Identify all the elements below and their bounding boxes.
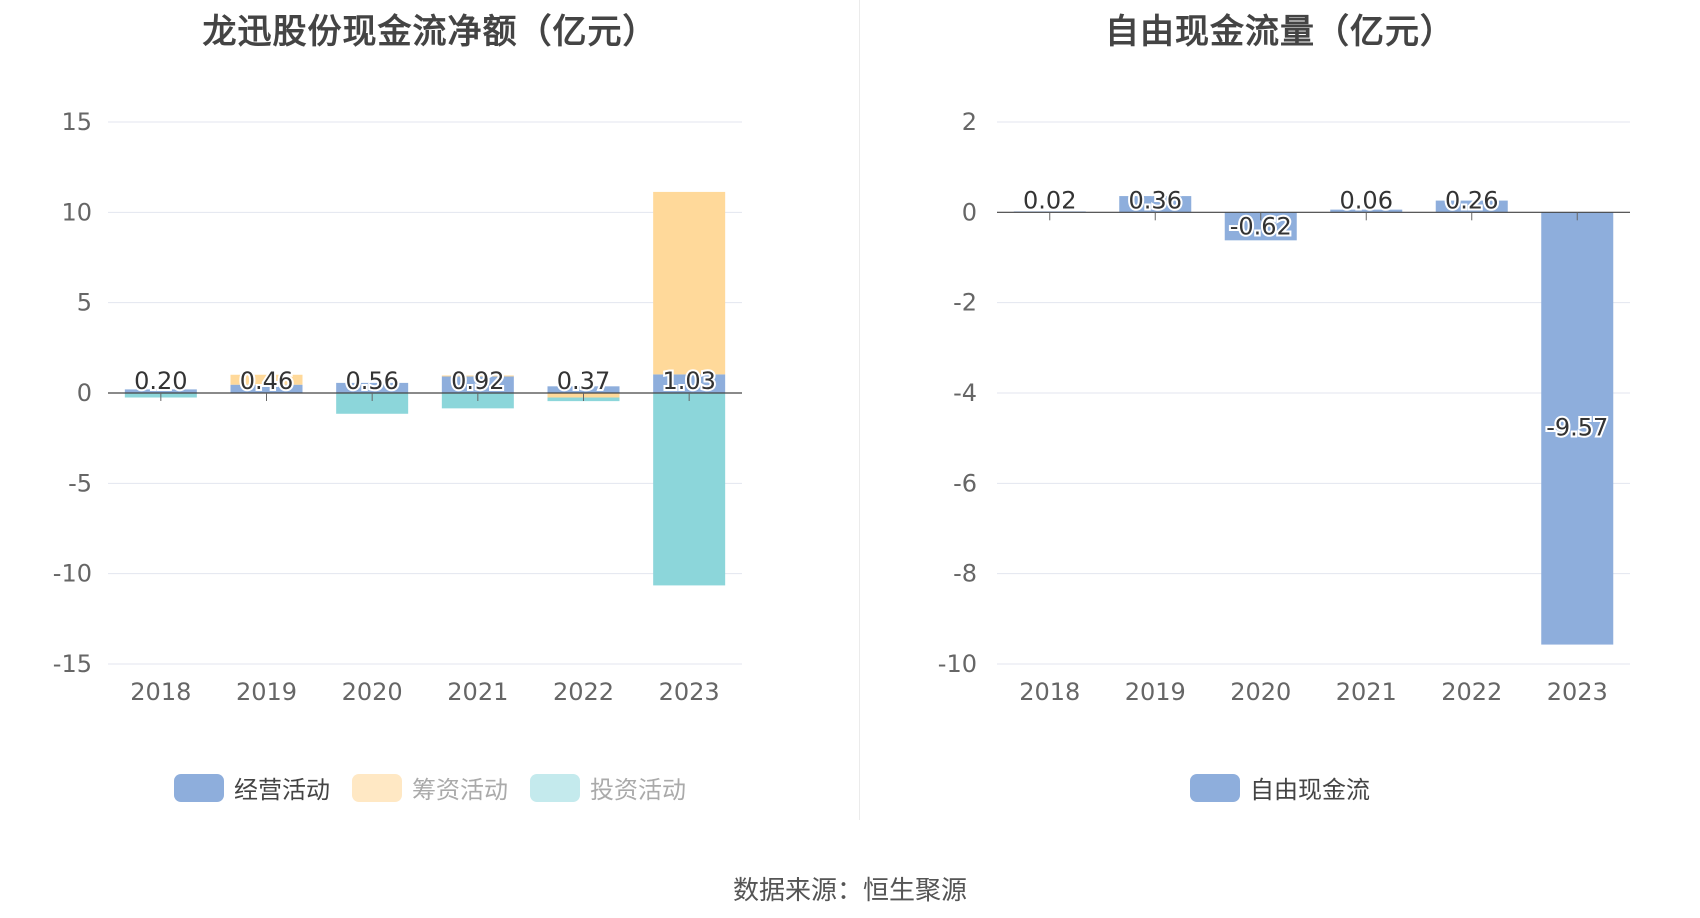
chart-title: 自由现金流量（亿元） <box>1105 12 1455 52</box>
x-tick-label: 2023 <box>1547 678 1608 706</box>
source-label: 数据来源： <box>732 876 863 906</box>
legend-swatch <box>174 773 224 802</box>
y-tick-label: -15 <box>53 650 92 678</box>
y-tick-label: -10 <box>938 650 977 678</box>
legend-item[interactable]: 自由现金流 <box>1190 770 1370 805</box>
bar-1-2018 <box>124 389 197 393</box>
data-label: 0.46 <box>240 367 293 395</box>
legend-item[interactable]: 经营活动 <box>174 770 330 805</box>
y-tick-label: 0 <box>962 198 977 226</box>
bar-1-2021 <box>1330 209 1403 213</box>
x-tick-label: 2023 <box>659 678 720 706</box>
y-tick-label: -10 <box>53 560 92 588</box>
legend-swatch <box>530 773 580 802</box>
data-label: -9.57 <box>1546 413 1608 441</box>
legend-swatch <box>1190 773 1240 802</box>
data-label: 0.26 <box>1445 186 1498 214</box>
bar-1-2022 <box>547 386 620 393</box>
data-label: 0.20 <box>134 367 187 395</box>
x-tick-label: 2022 <box>553 678 614 706</box>
chart-legend: 自由现金流 <box>860 770 1700 805</box>
x-tick-label: 2018 <box>1019 678 1080 706</box>
x-tick-label: 2021 <box>447 678 508 706</box>
legend-label: 自由现金流 <box>1250 776 1370 804</box>
y-tick-label: -4 <box>953 379 977 407</box>
legend-label: 经营活动 <box>234 776 330 804</box>
data-label: 0.36 <box>1129 186 1182 214</box>
data-label: -0.62 <box>1230 212 1292 240</box>
legend-swatch <box>352 773 402 802</box>
legend-label: 筹资活动 <box>412 776 508 804</box>
cash-flow-plot: 15 10 5 0 -5 -10 -15 2018 2019 2020 2021 2022 2023 0.… <box>53 108 742 706</box>
bar-2-2021 <box>441 375 514 377</box>
bar-1-2023 <box>1541 212 1614 645</box>
data-label: 0.37 <box>557 367 610 395</box>
data-label: 0.06 <box>1340 186 1393 214</box>
y-tick-label: -8 <box>953 560 977 588</box>
y-tick-label: 10 <box>61 198 92 226</box>
chart-legend: 经营活动 筹资活动 投资活动 <box>0 770 860 805</box>
free-cash-flow-chart-panel: 自由现金流量（亿元） 2 0 -2 -4 -6 -8 -10 2018 2019 2020 2021… <box>860 0 1700 918</box>
source-value: 恒生聚源 <box>863 876 968 906</box>
y-tick-label: 0 <box>77 379 92 407</box>
chart-title: 龙迅股份现金流净额（亿元） <box>202 12 658 52</box>
x-tick-label: 2020 <box>1230 678 1291 706</box>
panel-divider <box>859 0 860 820</box>
x-tick-label: 2019 <box>1125 678 1186 706</box>
legend-label: 投资活动 <box>590 776 686 804</box>
bars <box>1013 196 1614 645</box>
data-label: 0.02 <box>1023 186 1076 214</box>
x-tick-label: 2020 <box>342 678 403 706</box>
legend-item[interactable]: 筹资活动 <box>352 770 508 805</box>
x-tick-label: 2022 <box>1441 678 1502 706</box>
bar-3-2020 <box>336 393 409 414</box>
bar-3-2023 <box>653 393 726 586</box>
bar-1-2023 <box>653 374 726 393</box>
data-label: 0.92 <box>451 367 504 395</box>
y-tick-label: -6 <box>953 469 977 497</box>
y-tick-label: 5 <box>77 289 92 317</box>
data-source: 数据来源：恒生聚源 <box>0 870 1700 907</box>
bar-2-2019 <box>230 374 303 385</box>
bar-1-2021 <box>441 376 514 393</box>
x-tick-label: 2019 <box>236 678 297 706</box>
bar-1-2019 <box>1119 196 1192 213</box>
y-tick-label: 2 <box>962 108 977 136</box>
data-label: 1.03 <box>662 367 715 395</box>
y-tick-label: 15 <box>61 108 92 136</box>
bar-1-2019 <box>230 384 303 393</box>
bars <box>124 191 726 586</box>
y-tick-label: -2 <box>953 289 977 317</box>
x-tick-label: 2021 <box>1336 678 1397 706</box>
data-label: 0.56 <box>345 367 398 395</box>
x-tick-label: 2018 <box>130 678 191 706</box>
bar-1-2020 <box>336 382 409 393</box>
bar-1-2022 <box>1435 200 1508 213</box>
legend-item[interactable]: 投资活动 <box>530 770 686 805</box>
y-tick-label: -5 <box>68 469 92 497</box>
bar-2-2023 <box>653 191 726 375</box>
free-cash-flow-plot: 2 0 -2 -4 -6 -8 -10 2018 2019 2020 2021 2022 2023 0.0… <box>938 108 1630 706</box>
cash-flow-chart-panel: 龙迅股份现金流净额（亿元） 15 10 5 0 -5 -10 -15 2018 2019 2020… <box>0 12 860 805</box>
